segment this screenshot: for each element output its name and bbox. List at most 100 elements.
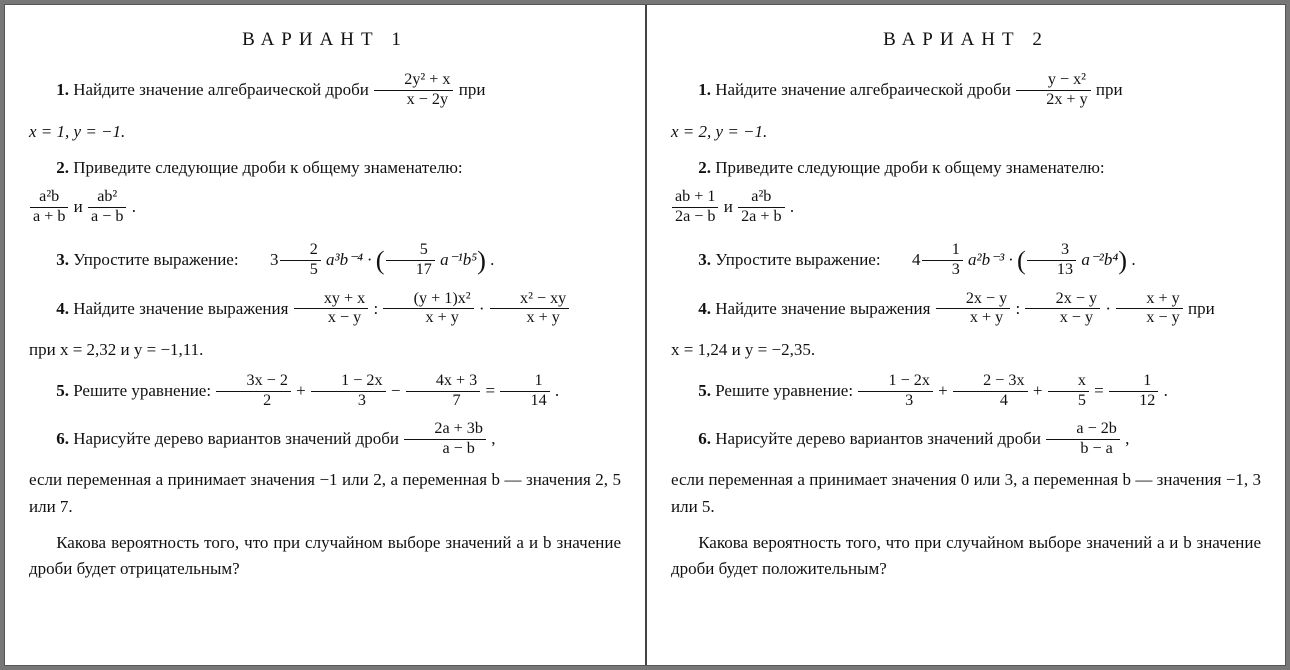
variant-1-column: ВАРИАНТ 1 1. Найдите значение алгебраиче… bbox=[5, 5, 645, 665]
problem-number: 5. bbox=[56, 381, 69, 400]
numerator: 1 bbox=[1109, 372, 1158, 392]
denominator: 5 bbox=[1048, 392, 1089, 411]
numerator: a²b bbox=[738, 188, 784, 208]
operator: = bbox=[1094, 381, 1108, 400]
denominator: a − b bbox=[88, 208, 126, 227]
denominator: a − b bbox=[404, 440, 486, 459]
fraction: 2x − yx + y bbox=[936, 290, 1011, 328]
math-expr: a⁻²b⁴ bbox=[1077, 250, 1118, 269]
denominator: x + y bbox=[936, 309, 1011, 328]
denominator: 2a − b bbox=[672, 208, 718, 227]
fraction: 114 bbox=[500, 372, 549, 410]
mixed-number: 325 bbox=[243, 242, 322, 280]
problem-text: при bbox=[1188, 299, 1215, 318]
operator: : bbox=[374, 299, 383, 318]
numerator: 1 bbox=[922, 241, 963, 261]
v2-problem-3: 3. Упростите выражение: 413 a²b⁻³ · 313 … bbox=[671, 237, 1261, 280]
fraction: 4x + 37 bbox=[406, 372, 481, 410]
integer-part: 3 bbox=[270, 250, 279, 269]
v2-p6-question: Какова вероятность того, что при случайн… bbox=[671, 530, 1261, 583]
denominator: x − y bbox=[294, 309, 369, 328]
numerator: 5 bbox=[386, 241, 435, 261]
problem-number: 1. bbox=[698, 80, 711, 99]
v2-problem-1: 1. Найдите значение алгебраической дроби… bbox=[671, 72, 1261, 110]
period: . bbox=[790, 197, 794, 216]
numerator: 2x − y bbox=[1025, 290, 1100, 310]
worksheet-page: ВАРИАНТ 1 1. Найдите значение алгебраиче… bbox=[4, 4, 1286, 666]
operator: · bbox=[1105, 299, 1115, 318]
problem-text: Упростите выражение: bbox=[711, 250, 885, 269]
v1-problem-1: 1. Найдите значение алгебраической дроби… bbox=[29, 72, 621, 110]
variant-1-title: ВАРИАНТ 1 bbox=[29, 25, 621, 54]
variant-2-column: ВАРИАНТ 2 1. Найдите значение алгебраиче… bbox=[645, 5, 1285, 665]
fraction: xy + xx − y bbox=[294, 290, 369, 328]
left-paren bbox=[376, 250, 385, 269]
problem-text: Найдите значение алгебраической дроби bbox=[69, 80, 373, 99]
math-expr: a²b⁻³ · bbox=[968, 250, 1017, 269]
denominator: x + y bbox=[383, 309, 473, 328]
denominator: 17 bbox=[386, 261, 435, 280]
problem-text: Упростите выражение: bbox=[69, 250, 243, 269]
fraction: 2 − 3x4 bbox=[953, 372, 1028, 410]
fraction: a²b2a + b bbox=[738, 188, 784, 226]
fraction: ab²a − b bbox=[88, 188, 126, 226]
left-paren bbox=[1017, 250, 1026, 269]
fraction: 1 − 2x3 bbox=[858, 372, 933, 410]
v1-problem-2: 2. Приведите следующие дроби к общему зн… bbox=[29, 155, 621, 181]
fraction: 25 bbox=[280, 241, 321, 279]
fraction: y − x²2x + y bbox=[1016, 71, 1091, 109]
denominator: 3 bbox=[922, 261, 963, 280]
math-expr: a⁻¹b⁵ bbox=[436, 250, 477, 269]
problem-number: 1. bbox=[56, 80, 69, 99]
problem-number: 2. bbox=[56, 158, 69, 177]
v2-problem-2: 2. Приведите следующие дроби к общему зн… bbox=[671, 155, 1261, 181]
denominator: 12 bbox=[1109, 392, 1158, 411]
numerator: xy + x bbox=[294, 290, 369, 310]
fraction: 112 bbox=[1109, 372, 1158, 410]
denominator: 13 bbox=[1027, 261, 1076, 280]
problem-number: 3. bbox=[698, 250, 711, 269]
v1-p4-values: при x = 2,32 и y = −1,11. bbox=[29, 337, 621, 363]
v1-p6-question: Какова вероятность того, что при случайн… bbox=[29, 530, 621, 583]
problem-text: Решите уравнение: bbox=[711, 381, 857, 400]
operator: + bbox=[938, 381, 952, 400]
numerator: x + y bbox=[1116, 290, 1183, 310]
v2-p4-values: x = 1,24 и y = −2,35. bbox=[671, 337, 1261, 363]
problem-text: Нарисуйте дерево вариантов значений дроб… bbox=[69, 429, 403, 448]
denominator: 14 bbox=[500, 392, 549, 411]
problem-text: Приведите следующие дроби к общему знаме… bbox=[69, 158, 463, 177]
fraction: ab + 12a − b bbox=[672, 188, 718, 226]
problem-text: Найдите значение алгебраической дроби bbox=[711, 80, 1015, 99]
period: . bbox=[555, 381, 559, 400]
v1-p2-fractions: a²ba + b и ab²a − b . bbox=[29, 189, 621, 227]
problem-number: 5. bbox=[698, 381, 711, 400]
v1-p6-conditions: если переменная a принимает значения −1 … bbox=[29, 467, 621, 520]
operator: + bbox=[296, 381, 310, 400]
fraction: 2y² + xx − 2y bbox=[374, 71, 453, 109]
period: . bbox=[132, 197, 136, 216]
fraction: 3x − 22 bbox=[216, 372, 291, 410]
v2-p6-conditions: если переменная a принимает значения 0 и… bbox=[671, 467, 1261, 520]
denominator: a + b bbox=[30, 208, 68, 227]
numerator: 2 bbox=[280, 241, 321, 261]
fraction: 1 − 2x3 bbox=[311, 372, 386, 410]
problem-text: Решите уравнение: bbox=[69, 381, 215, 400]
denominator: x + y bbox=[490, 309, 569, 328]
v1-problem-5: 5. Решите уравнение: 3x − 22 + 1 − 2x3 −… bbox=[29, 373, 621, 411]
operator: − bbox=[391, 381, 405, 400]
numerator: 2x − y bbox=[936, 290, 1011, 310]
problem-text: Приведите следующие дроби к общему знаме… bbox=[711, 158, 1105, 177]
v2-problem-4: 4. Найдите значение выражения 2x − yx + … bbox=[671, 291, 1261, 329]
denominator: x − 2y bbox=[374, 91, 453, 110]
fraction: 2a + 3ba − b bbox=[404, 420, 486, 458]
problem-number: 6. bbox=[56, 429, 69, 448]
denominator: x − y bbox=[1025, 309, 1100, 328]
problem-number: 2. bbox=[698, 158, 711, 177]
denominator: 4 bbox=[953, 392, 1028, 411]
v1-problem-3: 3. Упростите выражение: 325 a³b⁻⁴ · 517 … bbox=[29, 237, 621, 280]
problem-text: Нарисуйте дерево вариантов значений дроб… bbox=[711, 429, 1045, 448]
math-expr: a³b⁻⁴ · bbox=[326, 250, 376, 269]
period: . bbox=[1131, 250, 1135, 269]
problem-number: 6. bbox=[698, 429, 711, 448]
denominator: 7 bbox=[406, 392, 481, 411]
